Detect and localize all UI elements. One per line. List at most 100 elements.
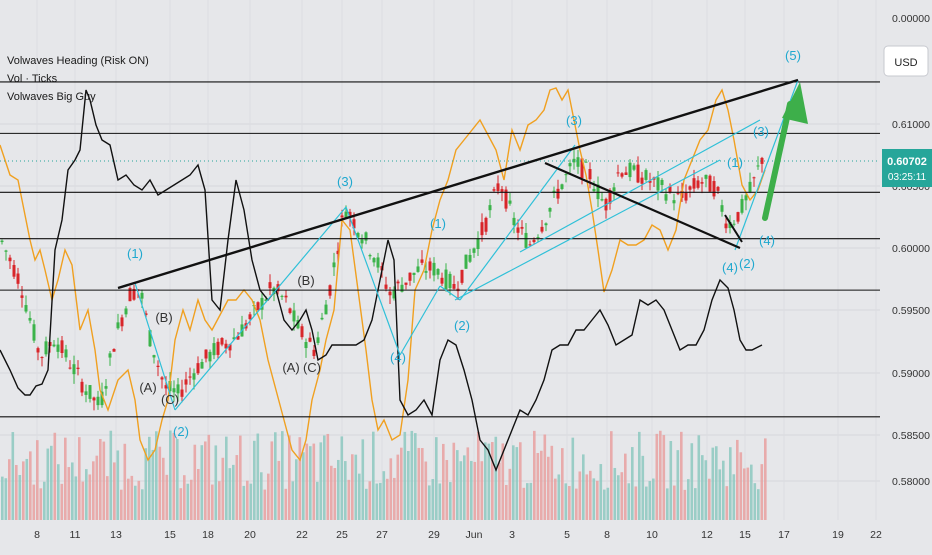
candle-body xyxy=(184,379,188,385)
date-tick-label: Jun xyxy=(466,529,483,541)
volume-bar xyxy=(141,489,144,520)
volume-bar xyxy=(470,460,473,520)
candle-body xyxy=(40,357,44,359)
candle-body xyxy=(504,189,508,209)
candle-body xyxy=(236,335,240,340)
candle-body xyxy=(544,223,548,226)
volume-bar xyxy=(67,467,71,520)
volume-bar xyxy=(585,474,589,520)
candle-body xyxy=(92,397,96,401)
candle-body xyxy=(300,326,304,338)
volume-bar xyxy=(288,435,291,520)
volume-bar xyxy=(246,480,249,520)
volume-bar xyxy=(113,462,116,520)
volume-bar xyxy=(351,454,354,520)
volume-bar xyxy=(494,436,498,520)
bar-countdown: 03:25:11 xyxy=(888,172,927,183)
candle-body xyxy=(516,227,520,233)
volume-bar xyxy=(200,445,204,520)
volume-bar xyxy=(589,470,592,520)
indicator-label-vol-ticks[interactable]: Vol · Ticks xyxy=(7,73,58,85)
volume-bar xyxy=(32,484,36,520)
candle-body xyxy=(684,192,688,201)
candle-body xyxy=(708,175,712,192)
indicator-label-heading[interactable]: Volwaves Heading (Risk ON) xyxy=(7,55,149,67)
candle-body xyxy=(368,255,372,257)
candle-body xyxy=(724,223,728,229)
candle-body xyxy=(196,363,200,374)
candle-body xyxy=(264,299,268,301)
volume-bar xyxy=(491,442,494,520)
volume-bar xyxy=(715,446,718,520)
candle-body xyxy=(556,188,560,199)
candle-body xyxy=(632,165,636,170)
wave-label: (1) xyxy=(127,246,143,261)
volume-bar xyxy=(74,476,78,520)
volume-bar xyxy=(554,478,557,520)
volume-bar xyxy=(309,446,312,520)
candle-body xyxy=(120,317,124,327)
candle-body xyxy=(360,239,364,244)
candle-body xyxy=(588,169,592,180)
candle-body xyxy=(532,239,536,243)
candle-body xyxy=(32,324,36,341)
volume-bar xyxy=(746,467,750,520)
volume-bar xyxy=(281,431,284,520)
volume-bar xyxy=(694,488,697,520)
candle-body xyxy=(704,174,708,179)
wave-label: (5) xyxy=(785,48,801,63)
candle-body xyxy=(148,330,152,347)
currency-button[interactable]: USD xyxy=(883,45,929,77)
volume-bar xyxy=(337,459,340,520)
date-tick-label: 20 xyxy=(244,529,256,541)
price-tick-label: 0.58000 xyxy=(892,476,930,488)
candle-body xyxy=(140,292,144,299)
candle-body xyxy=(228,344,232,351)
volume-bar xyxy=(134,485,137,520)
volume-bar xyxy=(106,476,109,520)
candle-body xyxy=(760,157,764,164)
volume-bar xyxy=(57,464,60,520)
candle-body xyxy=(412,272,416,275)
black-indicator-line xyxy=(0,89,763,472)
volume-bar xyxy=(407,451,410,520)
candle-body xyxy=(44,341,48,355)
volume-bar xyxy=(442,443,445,520)
candle-body xyxy=(356,232,360,238)
volume-bar xyxy=(274,432,277,520)
candle-body xyxy=(432,262,436,276)
volume-bar xyxy=(564,483,568,520)
candle-body xyxy=(488,205,492,211)
candle-body xyxy=(616,172,620,174)
price-tick-label: 0.59500 xyxy=(892,305,930,317)
candle-body xyxy=(508,200,512,204)
candle-body xyxy=(180,389,184,397)
candle-body xyxy=(452,284,456,289)
wave-label: (3) xyxy=(337,174,353,189)
candle-body xyxy=(496,183,500,191)
date-tick-label: 22 xyxy=(296,529,308,541)
candle-body xyxy=(400,284,404,292)
candle-body xyxy=(696,180,700,188)
volume-bar xyxy=(186,483,190,520)
candle-body xyxy=(200,361,204,369)
price-tick-label: 0.60000 xyxy=(892,243,930,255)
indicator-label-big-guy[interactable]: Volwaves Big Guy xyxy=(7,91,96,103)
volume-bar xyxy=(631,447,634,520)
candle-body xyxy=(736,212,740,222)
candle-body xyxy=(528,244,532,246)
date-tick-label: 19 xyxy=(832,529,844,541)
candle-body xyxy=(284,295,288,298)
volume-bar xyxy=(487,443,491,520)
candle-body xyxy=(728,221,732,229)
volume-bars xyxy=(1,430,767,520)
candle-body xyxy=(324,304,328,315)
volume-bar xyxy=(725,486,729,520)
lower-trendline xyxy=(544,161,741,250)
volume-bar xyxy=(15,464,18,520)
candle-body xyxy=(536,237,540,239)
candle-body xyxy=(8,257,12,262)
volume-bar xyxy=(547,456,550,520)
wave-label: (1) xyxy=(727,155,743,170)
